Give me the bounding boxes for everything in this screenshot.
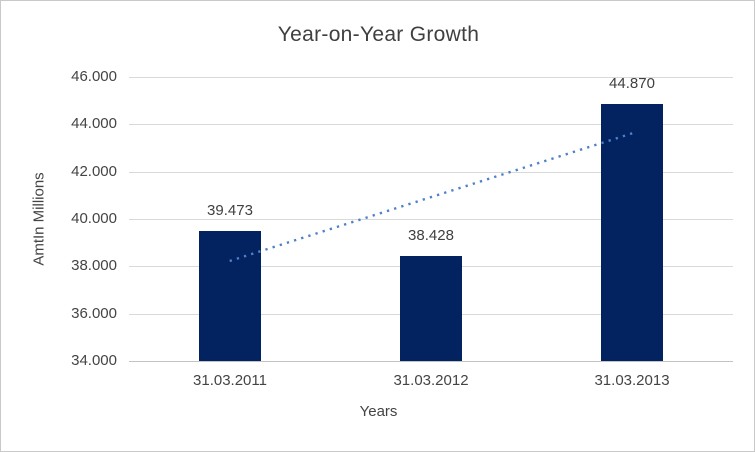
y-tick-label: 36.000 (71, 305, 117, 322)
y-tick-label: 40.000 (71, 210, 117, 227)
x-axis-title: Years (359, 403, 398, 420)
bar-data-label: 38.428 (408, 227, 454, 244)
x-tick-label: 31.03.2011 (193, 372, 267, 389)
x-axis-line (129, 361, 733, 362)
y-tick-label: 46.000 (71, 68, 117, 85)
chart-title: Year-on-Year Growth (277, 23, 480, 46)
trendline (229, 132, 633, 263)
y-tick-label: 42.000 (71, 163, 117, 180)
gridline (129, 172, 733, 173)
x-tick-label: 31.03.2012 (393, 372, 469, 389)
gridline (129, 77, 733, 78)
y-tick-label: 34.000 (71, 352, 117, 369)
gridline (129, 219, 733, 220)
y-tick-label: 44.000 (71, 115, 117, 132)
x-tick-label: 31.03.2013 (594, 372, 670, 389)
bar (601, 104, 663, 361)
bar (199, 231, 261, 361)
bar-data-label: 44.870 (609, 75, 655, 92)
gridline (129, 124, 733, 125)
y-tick-label: 38.000 (71, 257, 117, 274)
bar-data-label: 39.473 (207, 202, 253, 219)
bar (400, 256, 462, 361)
